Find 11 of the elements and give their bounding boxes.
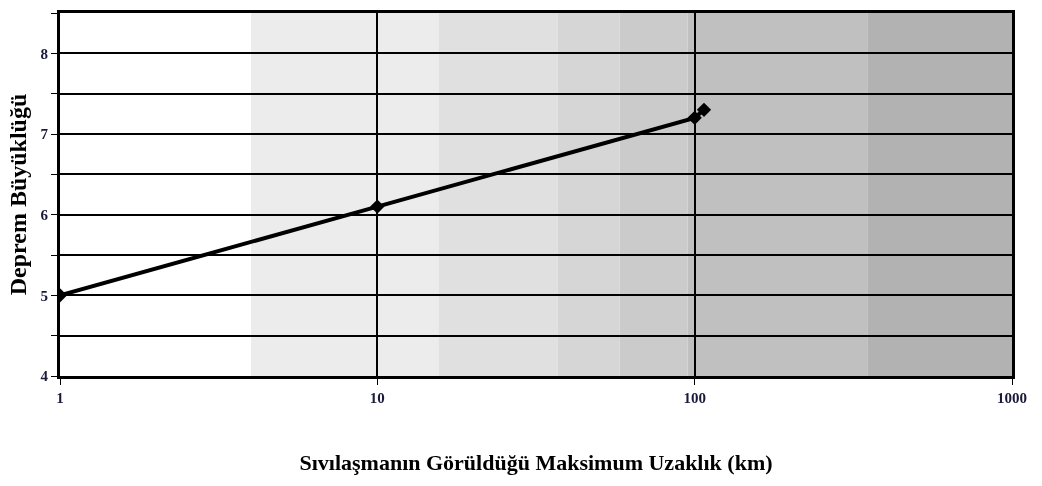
- y-tick-label: 4: [40, 368, 49, 385]
- x-tick-label: 1: [56, 390, 64, 406]
- x-tick-label: 1000: [997, 390, 1027, 406]
- y-tick-label: 7: [40, 126, 49, 143]
- y-axis-title: Deprem Büyüklüğü: [4, 93, 31, 296]
- y-tick-label: 6: [40, 206, 49, 223]
- x-axis-title: Sıvılaşmanın Görüldüğü Maksimum Uzaklık (km): [299, 449, 773, 475]
- y-tick-label: 8: [40, 45, 48, 62]
- x-tick-label: 10: [369, 390, 385, 406]
- x-tick-label: 100: [683, 390, 706, 406]
- y-tick-label: 5: [40, 287, 48, 304]
